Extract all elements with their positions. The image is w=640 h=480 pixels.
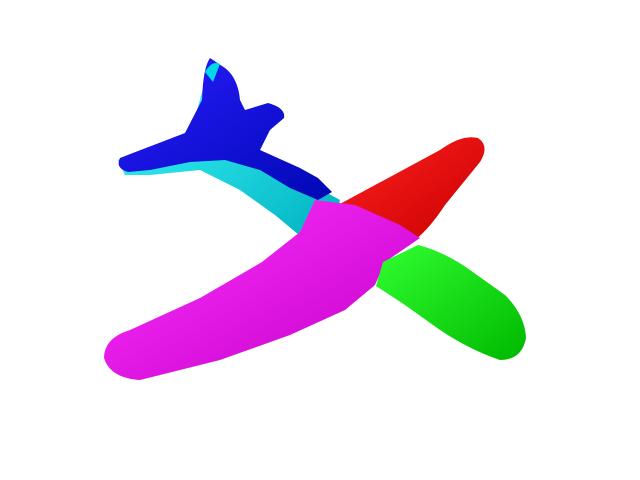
nose-segment	[376, 245, 526, 360]
left-wing-segment	[104, 200, 420, 380]
tail-segment	[118, 58, 332, 200]
